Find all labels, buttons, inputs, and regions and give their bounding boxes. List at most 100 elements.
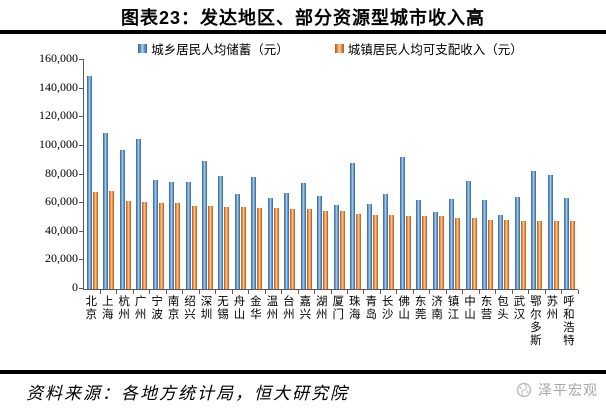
bar-savings bbox=[416, 199, 422, 289]
x-label-char: 华 bbox=[250, 309, 262, 321]
bar-group bbox=[446, 60, 464, 294]
bar-income bbox=[438, 216, 444, 289]
bar-savings bbox=[383, 194, 389, 289]
bar-income bbox=[356, 214, 362, 289]
bar-income bbox=[273, 208, 279, 289]
bar-group bbox=[117, 60, 135, 294]
bar-savings bbox=[152, 179, 158, 289]
bar-income bbox=[208, 206, 214, 289]
bar-income bbox=[520, 221, 526, 289]
x-label-char: 营 bbox=[480, 309, 493, 321]
bar-income bbox=[553, 221, 559, 289]
brand: 泽平宏观 bbox=[515, 380, 598, 400]
bar-group bbox=[166, 60, 184, 294]
x-label-char: 莞 bbox=[414, 309, 427, 321]
bar-savings bbox=[350, 163, 356, 289]
x-label-char: 湖 bbox=[316, 296, 328, 308]
x-label-char: 南 bbox=[431, 309, 443, 321]
x-label-char: 特 bbox=[563, 335, 575, 347]
y-tick-label: 20,000 bbox=[45, 251, 78, 266]
x-label-char: 头 bbox=[497, 309, 509, 321]
bar-income bbox=[372, 214, 378, 289]
x-label-char: 州 bbox=[546, 309, 559, 321]
x-label-char: 包 bbox=[497, 296, 509, 308]
bar-income bbox=[455, 218, 461, 289]
x-label: 东莞 bbox=[412, 296, 428, 370]
bar-savings bbox=[136, 139, 142, 289]
bar-income bbox=[257, 208, 263, 289]
footer: 资料来源：各地方统计局，恒大研究院 泽平宏观 bbox=[0, 374, 606, 404]
x-label-char: 济 bbox=[431, 296, 443, 308]
bar-income bbox=[290, 208, 296, 289]
y-tick-mark bbox=[79, 59, 84, 60]
bar-income bbox=[471, 218, 477, 289]
x-label-char: 圳 bbox=[200, 309, 213, 321]
x-label: 台州 bbox=[281, 296, 297, 370]
bar-savings bbox=[531, 170, 537, 289]
legend-swatch-orange-icon bbox=[334, 43, 344, 53]
x-label-char: 京 bbox=[167, 309, 180, 321]
x-label-char: 呼 bbox=[563, 296, 575, 308]
bar-income bbox=[339, 210, 345, 289]
x-label: 广州 bbox=[132, 296, 148, 370]
bar-group bbox=[430, 60, 448, 294]
y-tick-label: 140,000 bbox=[39, 79, 78, 94]
bar-group bbox=[380, 60, 398, 294]
x-label-char: 汉 bbox=[513, 309, 526, 321]
bar-savings bbox=[449, 198, 455, 289]
bar-income bbox=[487, 219, 493, 289]
x-label-char: 舟 bbox=[233, 296, 246, 308]
x-label-char: 北 bbox=[85, 296, 97, 308]
x-label-char: 沙 bbox=[381, 309, 394, 321]
plot-area: 0 20,000 40,000 60,000 80,000 100,000 120,000 1… bbox=[39, 51, 580, 294]
x-label-char: 广 bbox=[134, 296, 147, 308]
x-label: 鄂尔多斯 bbox=[528, 296, 544, 370]
legend-label-savings: 城乡居民人均储蓄（元） bbox=[151, 42, 289, 57]
x-label-char: 浩 bbox=[563, 322, 575, 334]
bar-income bbox=[240, 207, 246, 289]
x-label: 苏州 bbox=[544, 296, 560, 370]
x-label: 珠海 bbox=[347, 296, 363, 370]
x-label: 呼和浩特 bbox=[561, 296, 577, 370]
bar-group bbox=[84, 60, 102, 294]
bar-income bbox=[224, 206, 230, 289]
bar-savings bbox=[465, 180, 471, 289]
bar-savings bbox=[202, 160, 208, 289]
bar-group bbox=[199, 60, 217, 294]
bar-income bbox=[109, 190, 115, 289]
y-tick-label: 60,000 bbox=[45, 194, 78, 209]
brand-text: 泽平宏观 bbox=[538, 382, 598, 398]
x-label-char: 尔 bbox=[530, 309, 542, 321]
legend: 城乡居民人均储蓄（元） 城镇居民人均可支配收入（元） bbox=[83, 39, 578, 57]
bar-income bbox=[323, 210, 329, 289]
x-label-char: 上 bbox=[101, 296, 114, 308]
x-label: 南京 bbox=[165, 296, 181, 370]
source-text: 资料来源：各地方统计局，恒大研究院 bbox=[26, 384, 349, 403]
bar-chart: 城乡居民人均储蓄（元） 城镇居民人均可支配收入（元） 0 20,000 40,000… bbox=[0, 39, 606, 370]
x-label-char: 长 bbox=[381, 296, 394, 308]
x-label-char: 州 bbox=[316, 309, 328, 321]
bar-savings bbox=[185, 181, 191, 289]
legend-item-income: 城镇居民人均可支配收入（元） bbox=[334, 39, 523, 58]
x-label-char: 嘉 bbox=[299, 296, 312, 308]
x-label-char: 海 bbox=[101, 309, 114, 321]
bar-income bbox=[125, 201, 131, 289]
y-axis: 0 20,000 40,000 60,000 80,000 100,000 120,000 1… bbox=[0, 51, 78, 294]
x-label: 北京 bbox=[83, 296, 99, 370]
bar-group bbox=[265, 60, 283, 294]
bar-group bbox=[232, 60, 250, 294]
bar-group bbox=[331, 60, 349, 294]
legend-label-income: 城镇居民人均可支配收入（元） bbox=[347, 42, 523, 57]
x-label-char: 台 bbox=[283, 296, 295, 308]
bar-income bbox=[142, 201, 148, 289]
bar-income bbox=[306, 209, 312, 289]
y-tick-label: 120,000 bbox=[39, 108, 78, 123]
bar-income bbox=[389, 215, 395, 289]
bar-savings bbox=[481, 200, 487, 289]
bar-savings bbox=[267, 197, 273, 289]
brand-logo-icon bbox=[516, 382, 532, 398]
bars bbox=[84, 60, 580, 294]
x-label-char: 苏 bbox=[546, 296, 559, 308]
bar-income bbox=[422, 215, 428, 289]
bar-group bbox=[150, 60, 168, 294]
